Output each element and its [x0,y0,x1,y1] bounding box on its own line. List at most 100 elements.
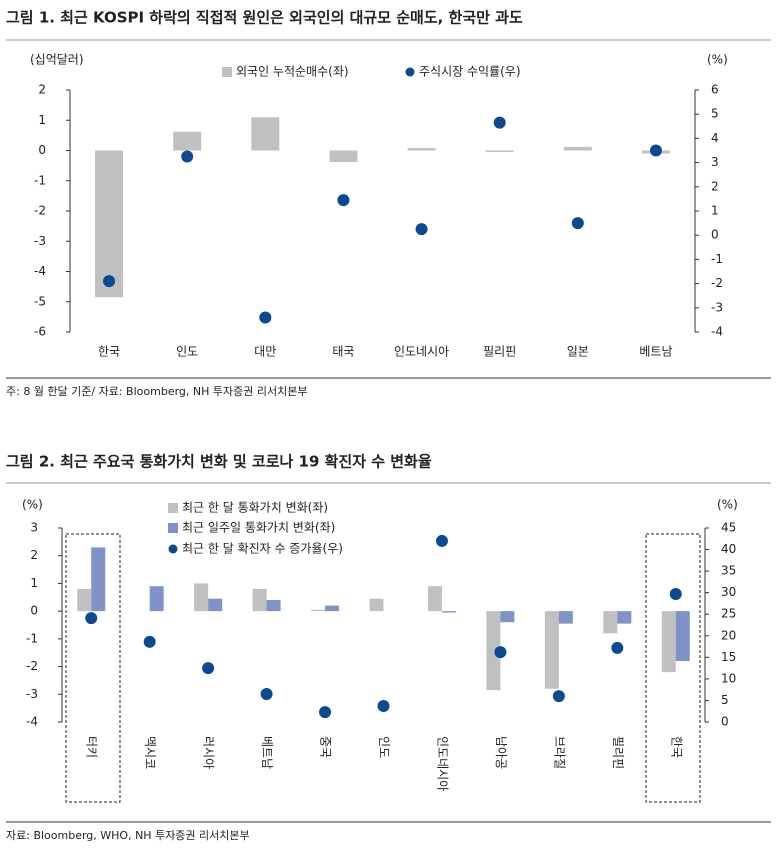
x-tick-label: 베트남 [260,736,274,769]
dot [494,646,507,659]
y2-tick-label: 2 [711,179,719,193]
bar [441,611,456,613]
x-tick-label: 남아공 [494,736,508,769]
bar [617,611,632,624]
x-tick-label: 필리핀 [483,345,516,359]
bar [149,586,164,612]
dot [260,687,273,700]
y-tick-label: -1 [34,173,46,187]
x-tick-label: 멕시코 [143,736,157,769]
y-tick-label: 2 [38,83,46,97]
y2-tick-label: 35 [721,564,736,578]
legend-label: 최근 일주일 통화가치 변화(좌) [182,521,335,535]
bar [485,150,514,153]
y2-tick-label: 30 [721,585,736,599]
y-tick-label: -6 [34,325,46,339]
bar [266,600,281,612]
y2-tick-label: 0 [711,228,719,242]
dot [103,275,116,288]
bar [603,611,618,634]
y-tick-label: 0 [30,604,38,618]
y2-tick-label: 5 [711,107,719,121]
dot [337,194,350,207]
y2-axis-label: (%) [717,498,738,512]
y-axis-label: (십억달러) [30,53,84,67]
bar [194,583,209,612]
y-tick-label: -2 [26,659,38,673]
x-tick-label: 인도네시아 [394,345,449,359]
y2-tick-label: -1 [711,252,723,266]
highlight-box [65,533,121,803]
x-tick-label: 한국 [98,345,120,359]
y2-tick-label: 0 [721,715,729,729]
y2-tick-label: 20 [721,628,736,642]
dot [377,700,390,713]
y2-tick-label: 25 [721,607,736,621]
note: 자료: Bloomberg, WHO, NH 투자증권 리서치본부 [6,829,250,842]
dot [181,150,194,163]
y-axis-label: (%) [22,498,43,512]
bar [558,611,573,624]
x-tick-label: 터키 [85,736,99,758]
bar [251,117,280,151]
legend-swatch [168,544,178,554]
x-tick-label: 인도 [377,736,391,758]
y-tick-label: -2 [34,204,46,218]
x-tick-label: 베트남 [639,345,672,359]
chart-title: 그림 2. 최근 주요국 통화가치 변화 및 코로나 19 확진자 수 변화율 [6,453,432,471]
y-tick-label: 2 [30,548,38,562]
bar [173,131,202,151]
bar [675,611,690,662]
dot [415,223,428,236]
x-tick-label: 필리핀 [611,736,625,769]
bar [500,611,515,623]
dot [571,217,584,230]
y2-tick-label: 1 [711,204,719,218]
y-tick-label: -4 [26,715,38,729]
dot [143,635,156,648]
bar [427,586,442,612]
dot [435,534,448,547]
bar [252,588,267,612]
legend-swatch [405,67,415,77]
legend-swatch [168,503,178,513]
x-tick-label: 태국 [332,345,354,359]
y-tick-label: -1 [26,631,38,645]
x-tick-label: 대만 [254,345,276,359]
bar [544,611,559,689]
y2-tick-label: -3 [711,300,723,314]
y2-tick-label: 45 [721,521,736,535]
y2-tick-label: 15 [721,650,736,664]
legend-label: 외국인 누적순매수(좌) [236,65,349,79]
bar [95,150,124,298]
y2-tick-label: 40 [721,542,736,556]
y-tick-label: -5 [34,294,46,308]
legend-label: 최근 한 달 확진자 수 증가율(우) [182,542,343,556]
bar [407,148,436,151]
x-tick-label: 일본 [567,345,589,359]
bar [208,598,223,612]
x-tick-label: 인도네시아 [435,736,449,791]
dot [259,311,272,324]
dot [611,641,624,654]
y-tick-label: -3 [34,234,46,248]
bar [77,588,92,612]
y2-tick-label: 6 [711,83,719,97]
bar [325,605,340,612]
dot [552,690,565,703]
dot [85,612,98,625]
bar [369,598,384,612]
y-tick-label: -3 [26,687,38,701]
note: 주: 8 월 한달 기준/ 자료: Bloomberg, NH 투자증권 리서치… [6,385,307,398]
legend-swatch [222,67,232,77]
y2-tick-label: 4 [711,131,719,145]
y-tick-label: 3 [30,521,38,535]
y2-axis-label: (%) [707,53,728,67]
y-tick-label: 0 [38,143,46,157]
y-tick-label: -4 [34,264,46,278]
x-tick-label: 러시아 [202,736,216,769]
bar [661,611,676,673]
y2-tick-label: 10 [721,671,736,685]
bar [91,547,106,612]
